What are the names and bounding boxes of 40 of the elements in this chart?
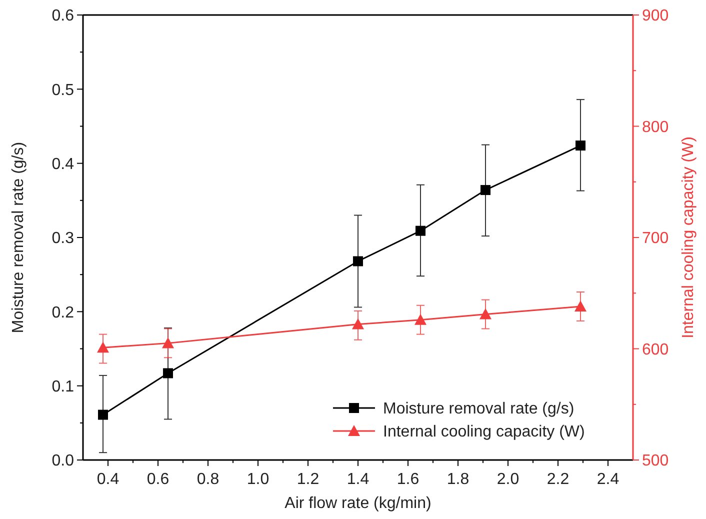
x-tick-label: 1.8 [446,471,470,488]
x-tick-label: 0.6 [146,471,170,488]
y2-tick-label: 700 [642,230,669,248]
point [162,337,174,348]
point [574,300,586,312]
point [163,368,173,378]
y2-axis-title: Internal cooling capacity (W) [680,136,697,338]
text: 2.0 [496,471,520,488]
x-tick-label: 0.8 [196,471,220,488]
point [576,140,586,151]
x-axis-title: Air flow rate (kg/min) [284,495,432,512]
point [414,314,426,325]
y-tick-label: 0.6 [52,8,74,25]
y-tick-label: 0.3 [52,230,74,248]
point [352,318,364,330]
x-tick-label: 1.6 [396,471,420,488]
y2-tick-label: 500 [642,452,669,470]
text: 1.0 [246,471,270,488]
y-axis-title: Moisture removal rate (g/s) [10,142,27,334]
y-tick-label: 0.2 [52,304,74,322]
y-tick-label: 0.4 [52,156,74,173]
x-tick-label: 1.4 [346,471,370,488]
point [97,342,109,353]
point [98,410,108,420]
legend-label: Internal cooling capacity (W) [383,424,585,441]
y-tick-label: 0.1 [52,378,74,396]
point [480,308,492,320]
point [416,226,426,236]
y-tick-label: 0.0 [52,452,74,470]
legend-label: Moisture removal rate (g/s) [383,400,574,418]
y2-tick-label: 800 [642,118,669,136]
point [480,185,490,196]
y2-tick-label: 900 [642,8,669,25]
x-tick-label: 1.2 [296,471,320,488]
y-tick-label: 0.5 [52,82,74,99]
x-tick-label: 2.4 [596,471,620,488]
x-tick-label: 2.2 [546,471,570,488]
y2-tick-label: 600 [642,341,669,358]
point [353,256,363,266]
x-tick-label: 0.4 [96,471,120,488]
